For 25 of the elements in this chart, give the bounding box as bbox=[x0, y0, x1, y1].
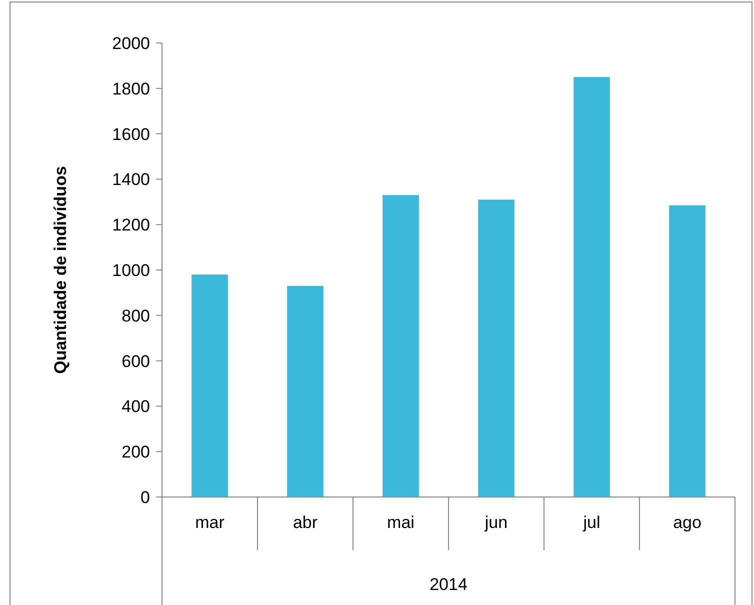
y-tick-label: 1600 bbox=[112, 124, 150, 144]
y-tick-label: 2000 bbox=[112, 34, 150, 53]
y-tick-label: 1200 bbox=[112, 216, 150, 235]
y-tick-label: 1400 bbox=[112, 170, 150, 190]
x-tick-label: jun bbox=[484, 512, 508, 532]
y-tick-label: 600 bbox=[122, 352, 150, 371]
bar bbox=[669, 205, 706, 497]
y-tick-label: 0 bbox=[140, 488, 150, 507]
y-tick-label: 1800 bbox=[112, 79, 150, 98]
y-axis-title: Quantidade de indivíduos bbox=[51, 166, 70, 374]
bar bbox=[574, 77, 610, 497]
bar bbox=[287, 286, 324, 497]
x-tick-label: jul bbox=[582, 512, 600, 532]
x-tick-label: mai bbox=[387, 512, 414, 532]
y-tick-label: 200 bbox=[122, 442, 150, 462]
bar bbox=[192, 274, 228, 497]
y-tick-label: 1000 bbox=[112, 260, 150, 280]
x-tick-label: mar bbox=[195, 512, 225, 532]
x-tick-label: abr bbox=[292, 512, 318, 532]
x-tick-label: ago bbox=[673, 512, 702, 532]
bar bbox=[478, 200, 514, 497]
x-axis-title: 2014 bbox=[430, 574, 468, 594]
bar bbox=[382, 195, 419, 497]
y-tick-label: 800 bbox=[122, 306, 150, 326]
y-tick-label: 400 bbox=[122, 397, 150, 416]
